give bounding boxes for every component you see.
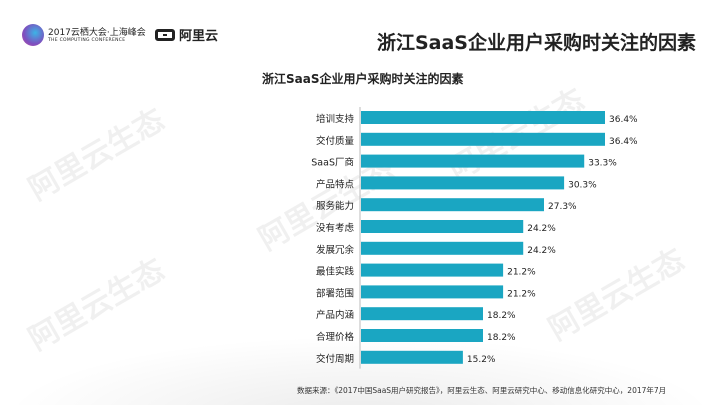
category-label: 产品内涵 [316,309,354,321]
conference-name-en: THE COMPUTING CONFERENCE [48,37,126,43]
chart-title: 浙江SaaS企业用户采购时关注的因素 [262,72,464,86]
computing-conference-logo: 2017云栖大会·上海峰会 THE COMPUTING CONFERENCE [22,24,146,46]
data-label: 27.3% [548,202,577,212]
aliyun-bracket-icon [155,28,175,41]
page-title: 浙江SaaS企业用户采购时关注的因素 [376,32,696,54]
conference-name: 2017云栖大会·上海峰会 [48,27,146,38]
data-label: 21.2% [507,268,536,278]
data-label: 18.2% [487,311,516,321]
category-label: 培训支持 [316,113,355,125]
data-label: 36.4% [609,137,638,147]
category-label: 发展冗余 [316,244,355,256]
bar [361,198,544,212]
bar [361,132,605,146]
category-label: 交付质量 [316,135,355,147]
bar [361,154,585,168]
bar [361,263,504,277]
category-label: 最佳实践 [316,266,355,278]
data-label: 33.3% [588,159,617,169]
data-label: 36.4% [609,115,638,125]
globe-icon [22,24,44,46]
category-label: SaaS厂商 [311,157,354,169]
category-label: 产品特点 [316,178,355,190]
data-label: 30.3% [568,180,597,190]
category-label: 合理价格 [316,331,355,343]
bar [361,307,483,321]
category-label: 部署范围 [316,287,354,299]
bar [361,111,605,124]
bar [361,350,463,364]
bar [361,241,524,255]
category-label: 没有考虑 [316,222,355,234]
source-note: 数据来源：《2017中国SaaS用户研究报告》，阿里云生态、阿里云研究中心、移动… [297,386,667,395]
data-label: 18.2% [487,333,516,343]
bar [361,329,483,342]
aliyun-text: 阿里云 [179,29,219,44]
aliyun-logo: 阿里云 [155,25,218,44]
bar [361,176,565,190]
data-label: 21.2% [507,289,536,299]
bar [361,285,504,299]
category-label: 服务能力 [316,200,354,212]
bar [361,220,524,233]
data-label: 24.2% [527,246,556,256]
data-label: 15.2% [467,355,496,365]
data-label: 24.2% [527,224,556,234]
category-label: 交付周期 [316,353,354,365]
